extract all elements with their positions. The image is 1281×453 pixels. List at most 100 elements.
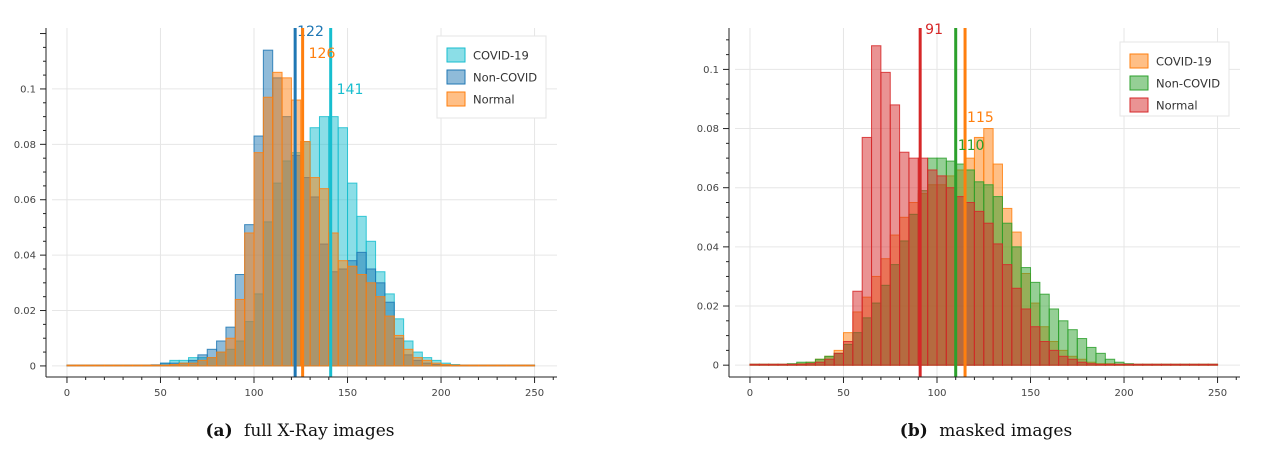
panel-b-bar: [796, 363, 807, 366]
panel-b-legend-label: Normal: [1156, 99, 1198, 113]
panel-a-bar: [131, 364, 143, 367]
panel-a-bar: [225, 337, 236, 367]
panel-b-mean-label: 110: [958, 138, 985, 154]
panel-b-bar: [1086, 363, 1097, 366]
panel-a-bar: [244, 232, 255, 367]
panel-b-bar: [908, 157, 919, 366]
panel-a-y-tick-label: 0.1: [20, 84, 36, 95]
panel-a-legend-swatch: [446, 69, 466, 85]
panel-a-bar: [496, 364, 508, 367]
panel-b-bar: [1048, 349, 1060, 366]
panel-a-x-tick-label: 100: [244, 388, 263, 399]
panel-a-bar: [440, 364, 451, 367]
panel-a-bar: [524, 364, 536, 367]
panel-b-bar: [861, 136, 873, 366]
panel-b-legend-label: Non-COVID: [1156, 77, 1220, 91]
panel-b-bar: [1142, 363, 1153, 366]
panel-a-bar: [506, 364, 517, 367]
panel-b-bars: [749, 45, 1219, 366]
panel-b-legend-label: COVID-19: [1156, 55, 1212, 69]
panel-b-bar: [992, 243, 1003, 366]
panel-b-bar: [1086, 346, 1097, 366]
panel-b-bar: [1030, 326, 1041, 366]
panel-b-bar: [1001, 264, 1013, 366]
panel-a-x-tick-label: 0: [64, 388, 70, 399]
panel-b-bar: [749, 363, 760, 366]
panel-a-bar: [234, 298, 246, 367]
panel-b-x-tick-label: 150: [1021, 388, 1040, 399]
panel-b-legend: COVID-19 Non-COVID Normal: [1119, 41, 1230, 117]
panel-b-legend-swatch: [1129, 97, 1149, 113]
panel-b-bar: [1039, 341, 1050, 366]
panel-a-legend-item: Non-COVID: [446, 69, 537, 85]
panel-a-x-tick-label: 250: [525, 388, 544, 399]
panel-b-bar: [1179, 363, 1191, 366]
panel-b-bar: [814, 361, 826, 366]
panel-b-bar: [983, 222, 994, 366]
panel-b-bar: [973, 210, 985, 366]
panel-a-legend-swatch: [446, 91, 466, 107]
panel-b-legend-item: COVID-19: [1129, 53, 1212, 69]
panel-b-bar: [1095, 363, 1106, 366]
panel-b-bar: [927, 169, 938, 366]
panel-b-bar: [1114, 363, 1125, 366]
panel-b-y-tick-label: 0.04: [697, 242, 719, 253]
panel-b-bar: [1067, 358, 1078, 366]
panel-a-bar: [141, 364, 152, 367]
panel-a-bar: [178, 362, 190, 367]
panel-b-y-tick-label: 0.1: [703, 65, 719, 76]
panel-b-bar: [786, 363, 798, 366]
panel-b-bar: [1189, 363, 1200, 366]
panel-a-bar: [393, 334, 405, 367]
panel-b-bar: [1076, 361, 1088, 366]
panel-a-y-tick-label: 0.02: [14, 306, 36, 317]
panel-b-mean-lines: 115 110 91: [918, 22, 994, 377]
panel-b-bar: [1076, 338, 1088, 366]
panel-b-bar: [1104, 363, 1116, 366]
panel-b-y-tick-label: 0.06: [697, 183, 719, 194]
panel-a-legend-item: Normal: [446, 91, 515, 107]
panel-a-bar: [459, 364, 470, 367]
panel-a-y-tick-label: 0: [30, 361, 36, 372]
panel-a-bar: [66, 364, 77, 367]
panel-b-bar: [768, 363, 779, 366]
panel-a-bar: [169, 364, 180, 367]
panel-a-bar: [468, 364, 479, 367]
panel-b-legend-item: Normal: [1129, 97, 1198, 113]
panel-a-legend: COVID-19 Non-COVID Normal: [436, 35, 547, 119]
panel-b-bar: [777, 363, 788, 366]
panel-a-x-tick-label: 150: [338, 388, 357, 399]
panel-b-bar: [824, 358, 835, 366]
panel-a-bar: [216, 351, 227, 367]
panel-b-bar: [1123, 363, 1134, 366]
panel-b-bar: [1058, 355, 1069, 366]
panel-b-bar: [1207, 363, 1219, 366]
panel-b-bar: [1160, 363, 1172, 366]
panel-a-y-tick-label: 0.08: [14, 140, 36, 151]
panel-b-series-normal: [749, 45, 1219, 366]
panel-a-y-tick-label: 0.04: [14, 251, 36, 262]
panel-a-bar: [103, 364, 115, 367]
panel-b-caption-text: masked images: [939, 421, 1072, 441]
panel-b-bar: [899, 151, 910, 366]
panel-a-bar: [421, 359, 433, 367]
panel-a-bar: [365, 282, 377, 367]
panel-a-bar: [337, 260, 349, 367]
panel-b-bar: [842, 341, 854, 366]
panel-a-bar: [487, 364, 498, 367]
panel-b-bar: [1170, 363, 1181, 366]
panel-b-y-tick-label: 0.08: [697, 124, 719, 135]
panel-b-x-tick-label: 200: [1114, 388, 1133, 399]
panel-a-bar: [412, 357, 423, 367]
panel-b-legend-swatch: [1129, 53, 1149, 69]
panel-b-y-tick-label: 0: [713, 361, 719, 372]
panel-a-legend-label: COVID-19: [473, 49, 529, 63]
panel-b-caption: (b) masked images: [900, 421, 1072, 441]
panel-b-caption-label: (b): [900, 421, 928, 441]
panel-a-mean-label: 141: [337, 82, 364, 98]
panel-a-x-tick-label: 50: [154, 388, 167, 399]
panel-a-axes: 0 50 100 150 200 250 0 0.02 0.04 0.06 0.08 0.1: [14, 28, 557, 399]
panel-b-bar: [1011, 287, 1022, 366]
panel-b-bar: [936, 175, 947, 366]
panel-a-caption-text: full X-Ray images: [244, 421, 394, 441]
